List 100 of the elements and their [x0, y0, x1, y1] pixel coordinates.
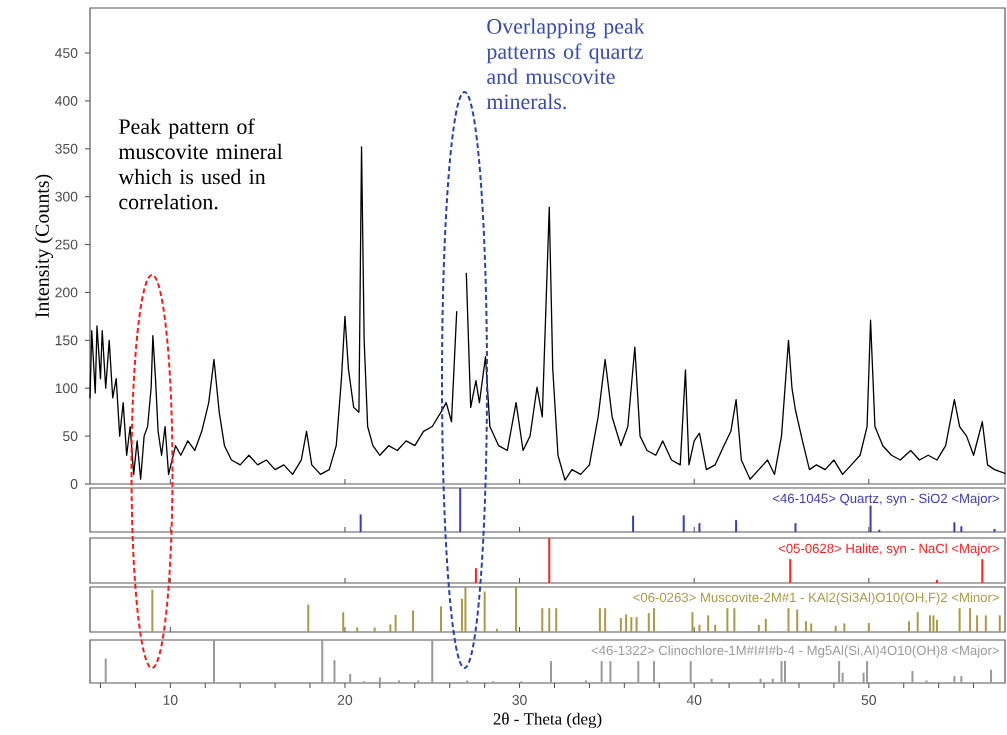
bar	[653, 661, 656, 683]
bar	[349, 673, 352, 683]
bar	[838, 661, 841, 683]
bar	[780, 661, 783, 683]
bar	[789, 559, 792, 583]
bar	[764, 618, 767, 632]
bar	[733, 608, 736, 632]
bar	[935, 579, 938, 583]
bar	[609, 661, 612, 683]
bar	[698, 523, 701, 532]
bar	[550, 661, 553, 683]
bar	[714, 624, 717, 632]
bar	[151, 589, 154, 632]
annotation: Overlapping peak patterns of quartz and muscovite minerals.	[486, 18, 645, 110]
bar	[726, 608, 729, 632]
y-tick-label: 100	[55, 383, 78, 394]
x-tick-label: 40	[686, 695, 702, 705]
bar	[691, 612, 694, 632]
y-tick-label: 250	[55, 239, 78, 250]
x-tick-label: 50	[861, 695, 877, 705]
bar	[928, 615, 931, 632]
chart-title: <46-1322> Clinochlore-1M#I#I#b-4 - Mg5Al(Si,Al)4O10(OH)8 <Major>	[591, 645, 999, 658]
bar	[953, 522, 956, 532]
bar	[867, 623, 870, 632]
bar	[637, 661, 640, 683]
y-tick-label: 350	[55, 143, 78, 154]
bar	[935, 619, 938, 632]
bar	[907, 621, 910, 632]
bar	[787, 608, 790, 632]
x-tick-label: 30	[512, 695, 527, 705]
bar	[925, 680, 928, 683]
bar	[647, 613, 650, 632]
bar	[960, 526, 963, 532]
bar	[104, 658, 107, 683]
bar	[630, 617, 633, 632]
annotation: Peak pattern of muscovite mineral which is used in correlation.	[118, 118, 283, 210]
bar	[976, 615, 979, 632]
bar	[969, 608, 972, 632]
bar	[464, 587, 467, 632]
x-axis-title: 2θ - Theta (deg)	[493, 712, 602, 729]
bar	[960, 676, 963, 683]
bar	[466, 680, 469, 683]
bar	[555, 608, 558, 632]
y-axis-title: Intensity (Counts)	[34, 174, 54, 318]
bar	[431, 640, 434, 683]
chart-title: <06-0263> Muscovite-2M#1 - KAl2(Si3Al)O10(OH,F)2 <Minor>	[633, 592, 999, 605]
bar	[794, 523, 797, 532]
bar	[653, 608, 656, 632]
bar	[394, 614, 397, 632]
bar	[911, 670, 914, 683]
bar	[307, 604, 310, 632]
bar	[834, 625, 837, 632]
bar	[459, 488, 462, 532]
bar	[632, 515, 635, 532]
bar	[483, 591, 486, 632]
bar	[810, 623, 813, 632]
bar	[735, 520, 738, 532]
bar	[342, 612, 345, 632]
bar	[439, 606, 442, 632]
bar	[412, 610, 415, 632]
bar	[689, 661, 692, 683]
bar	[378, 677, 381, 683]
bar	[916, 612, 919, 632]
bar	[584, 680, 587, 683]
bar	[598, 608, 601, 632]
bar	[604, 608, 607, 632]
bar	[495, 628, 498, 632]
bar	[625, 614, 628, 632]
bar	[548, 538, 551, 583]
bar	[984, 615, 987, 632]
bar	[682, 515, 685, 532]
bar	[417, 680, 420, 683]
bar	[389, 624, 392, 632]
bar	[932, 615, 935, 632]
y-tick-label: 50	[63, 431, 78, 442]
bar	[398, 680, 401, 683]
bar	[474, 568, 477, 583]
bar	[843, 623, 846, 632]
y-tick-label: 150	[55, 335, 78, 346]
bar	[707, 615, 710, 632]
y-tick-label: 0	[70, 479, 78, 489]
bar	[990, 669, 993, 683]
bar	[333, 660, 336, 683]
bar	[981, 559, 984, 583]
bar	[804, 621, 807, 632]
y-tick-label: 400	[55, 95, 78, 106]
bar	[869, 505, 872, 532]
chart-title: <05-0628> Halite, syn - NaCl <Major>	[778, 543, 999, 556]
bar	[212, 640, 215, 683]
bar	[998, 615, 1001, 632]
bar	[757, 624, 760, 632]
y-tick-label: 300	[55, 191, 78, 202]
bar	[993, 528, 996, 532]
bar	[958, 608, 961, 632]
bar	[541, 608, 544, 632]
y-tick-label: 450	[55, 48, 78, 58]
y-tick-label: 200	[55, 287, 78, 298]
x-tick-label: 10	[163, 695, 178, 705]
bar	[321, 640, 324, 683]
bar	[866, 661, 869, 683]
